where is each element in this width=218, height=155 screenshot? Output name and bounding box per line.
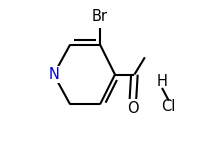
Text: N: N xyxy=(48,67,59,82)
Text: Br: Br xyxy=(92,9,108,24)
Text: Cl: Cl xyxy=(162,99,176,114)
Text: O: O xyxy=(127,101,139,116)
Text: H: H xyxy=(157,75,167,89)
